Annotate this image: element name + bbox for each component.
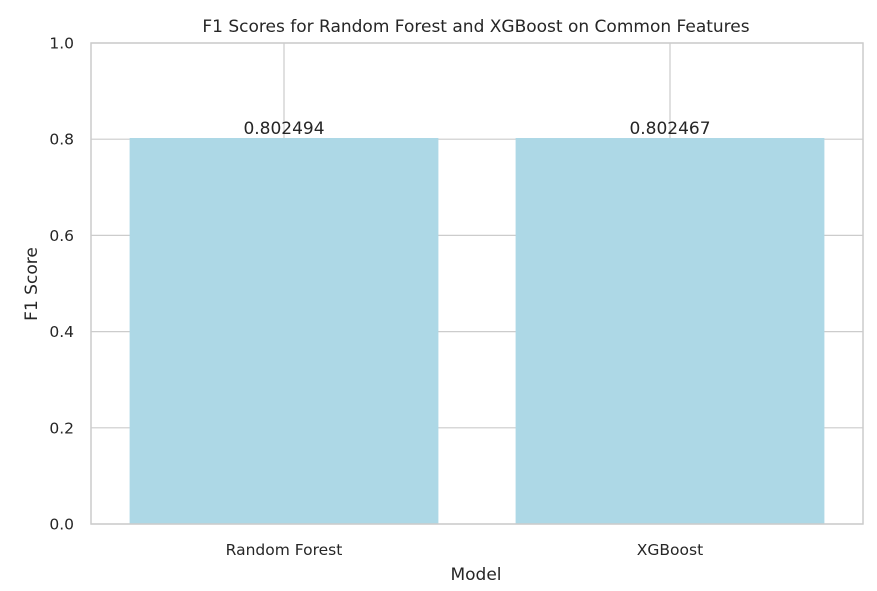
- y-tick-label: 0.6: [49, 227, 74, 245]
- x-tick-label: XGBoost: [637, 541, 703, 559]
- x-axis-label: Model: [450, 565, 501, 585]
- y-axis-label: F1 Score: [22, 247, 42, 321]
- bar-value-label: 0.802467: [629, 119, 710, 139]
- y-tick-label: 1.0: [49, 35, 74, 53]
- bar-random-forest: [129, 138, 439, 525]
- y-tick-label: 0.0: [49, 516, 74, 534]
- data-labels: 0.802494 0.802467: [243, 119, 710, 139]
- plot-border: [90, 42, 864, 525]
- chart-title: F1 Scores for Random Forest and XGBoost …: [202, 17, 749, 37]
- x-tick-label: Random Forest: [226, 541, 343, 559]
- bar-value-label: 0.802494: [243, 119, 324, 139]
- bar-xgboost: [515, 138, 825, 524]
- bars: [129, 138, 825, 525]
- x-tick-labels: Random Forest XGBoost: [226, 541, 704, 559]
- y-tick-labels: 0.0 0.2 0.4 0.6 0.8 1.0: [49, 35, 74, 534]
- y-tick-label: 0.4: [49, 323, 74, 341]
- y-tick-label: 0.8: [49, 131, 74, 149]
- y-tick-label: 0.2: [49, 419, 74, 437]
- plot-frame: [90, 42, 864, 525]
